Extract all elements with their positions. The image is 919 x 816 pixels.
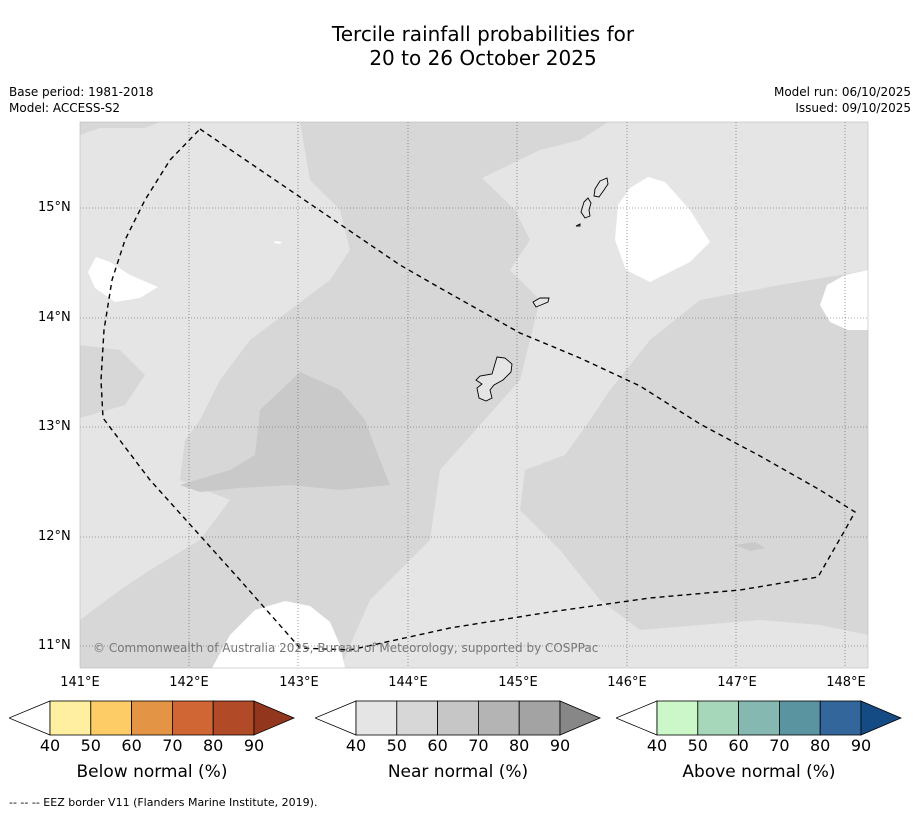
near-normal-tick-label: 40 [345, 736, 367, 755]
aguijan-island [575, 223, 581, 227]
below-normal-tick-label: 40 [39, 736, 61, 755]
near-normal-extend-low [315, 700, 357, 736]
near-normal-swatch [477, 700, 520, 736]
copyright-notice: © Commonwealth of Australia 2025, Bureau… [93, 641, 599, 655]
above-normal-label: Above normal (%) [682, 762, 836, 782]
below-normal-swatch [49, 700, 92, 736]
near-normal-swatch [396, 700, 439, 736]
near-normal-50-region-east [520, 270, 868, 635]
lon-label-147: 147°E [717, 675, 757, 690]
above-normal-swatch [778, 700, 821, 736]
title-line-1: Tercile rainfall probabilities for [331, 22, 635, 46]
eez-border [100, 128, 856, 651]
graticule [80, 122, 868, 668]
meta-left: Base period: 1981-2018 Model: ACCESS-S2 [9, 84, 154, 116]
above-normal-swatch [656, 700, 699, 736]
above-normal-swatch [738, 700, 780, 736]
near-normal-50-region-far-west [80, 345, 145, 418]
above-normal-tick-label: 70 [769, 736, 790, 755]
near-normal-swatch [355, 700, 398, 736]
near-normal-colorbar [315, 700, 602, 736]
above-normal-tick-label: 40 [646, 736, 668, 755]
saipan-island [593, 177, 609, 198]
islands [475, 177, 609, 402]
near-normal-extend-high [559, 700, 602, 736]
below-normal-extend-high [253, 700, 296, 736]
map-title: Tercile rainfall probabilities for 20 to… [0, 22, 919, 70]
below-normal-tick-label: 90 [243, 736, 265, 755]
no-signal-speck [274, 241, 282, 244]
above-normal-swatch [697, 700, 740, 736]
lat-label-14: 14°N [38, 310, 71, 325]
no-signal-region-south [212, 601, 345, 668]
below-normal-tick-label: 80 [203, 736, 224, 755]
below-normal-label: Below normal (%) [76, 762, 228, 782]
lon-label-145: 145°E [498, 675, 538, 690]
below-normal-swatch [171, 700, 214, 736]
near-normal-swatch [518, 700, 561, 736]
model-run: Model run: 06/10/2025 [773, 85, 911, 99]
eez-footnote: -- -- -- EEZ border V11 (Flanders Marine… [9, 796, 318, 809]
below-normal-tick-label: 50 [80, 736, 101, 755]
guam-island [475, 356, 513, 402]
near-normal-label: Near normal (%) [387, 762, 529, 782]
above-normal-tick-label: 80 [810, 736, 831, 755]
meta-right: Model run: 06/10/2025 Issued: 09/10/2025 [774, 84, 911, 116]
below-normal-swatch [212, 700, 255, 736]
near-normal-60-patch [735, 542, 765, 551]
model-name: Model: ACCESS-S2 [9, 101, 121, 115]
lat-label-15: 15°N [38, 200, 71, 215]
lon-label-144: 144°E [388, 675, 428, 690]
near-normal-tick-label: 70 [468, 736, 489, 755]
near-normal-60-region [180, 372, 390, 492]
tinian-island [580, 197, 592, 219]
rota-island [532, 297, 550, 308]
map-canvas [79, 121, 869, 669]
above-normal-tick-label: 90 [850, 736, 872, 755]
near-normal-tick-label: 90 [549, 736, 571, 755]
above-normal-extend-low [616, 700, 658, 736]
below-normal-swatch [131, 700, 173, 736]
no-signal-region-east [820, 270, 868, 330]
base-period: Base period: 1981-2018 [9, 85, 154, 99]
lat-label-12: 12°N [38, 529, 71, 544]
near-normal-tick-label: 80 [509, 736, 530, 755]
below-normal-tick-label: 60 [121, 736, 142, 755]
lon-label-142: 142°E [169, 675, 209, 690]
near-normal-swatch [437, 700, 479, 736]
probability-field [80, 122, 868, 668]
lat-label-13: 13°N [38, 419, 71, 434]
above-normal-tick-label: 50 [687, 736, 708, 755]
below-normal-extend-low [9, 700, 51, 736]
below-normal-colorbar [9, 700, 296, 736]
below-normal-swatch [90, 700, 133, 736]
above-normal-tick-label: 60 [728, 736, 749, 755]
near-normal-50-corner [80, 122, 160, 135]
issued-date: Issued: 09/10/2025 [795, 101, 911, 115]
above-normal-colorbar [616, 700, 903, 736]
lon-label-141: 141°E [60, 675, 100, 690]
above-normal-swatch [819, 700, 862, 736]
no-signal-region-west [88, 257, 158, 302]
near-normal-tick-label: 60 [427, 736, 448, 755]
lon-label-146: 146°E [607, 675, 647, 690]
lon-label-143: 143°E [279, 675, 319, 690]
below-normal-tick-label: 70 [162, 736, 183, 755]
lon-label-148: 148°E [826, 675, 866, 690]
lat-label-11: 11°N [38, 638, 71, 653]
near-normal-tick-label: 50 [386, 736, 407, 755]
above-normal-extend-high [860, 700, 903, 736]
map-frame [79, 121, 869, 669]
no-signal-region-northeast [615, 177, 710, 282]
title-line-2: 20 to 26 October 2025 [369, 46, 597, 70]
